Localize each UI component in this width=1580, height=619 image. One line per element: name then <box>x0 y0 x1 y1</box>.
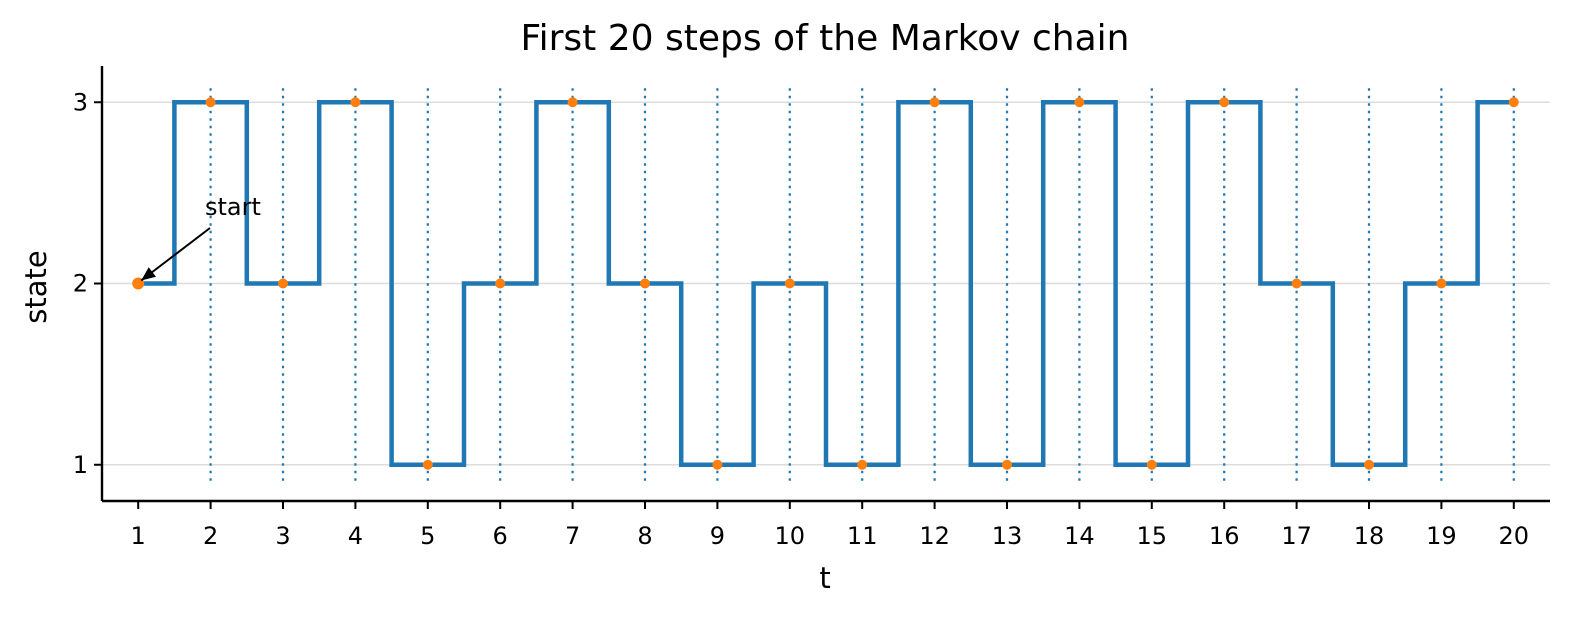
state-point-t-6 <box>495 278 506 289</box>
state-point-t-20 <box>1508 97 1519 108</box>
x-axis-label: t <box>819 561 830 595</box>
start-arrow <box>140 227 211 282</box>
state-point-t-4 <box>350 97 361 108</box>
x-tick-label-9: 9 <box>710 522 725 550</box>
x-tick-label-8: 8 <box>637 522 652 550</box>
x-tick-label-4: 4 <box>348 522 363 550</box>
x-tick-label-18: 18 <box>1354 522 1385 550</box>
state-point-t-18 <box>1364 459 1374 470</box>
y-axis-ticks: 1 2 3 <box>73 88 102 479</box>
chart-title: First 20 steps of the Markov chain <box>521 18 1130 59</box>
start-arrow-head <box>141 267 156 281</box>
state-point-t-12 <box>929 97 940 108</box>
state-point-t-16 <box>1219 97 1230 108</box>
y-tick-label-3: 3 <box>73 88 88 116</box>
state-point-t-5 <box>422 459 433 470</box>
state-point-t-8 <box>640 278 650 289</box>
x-tick-label-6: 6 <box>493 522 508 550</box>
state-point-t-3 <box>278 278 288 289</box>
x-tick-label-10: 10 <box>775 522 806 550</box>
state-point-t-19 <box>1436 278 1447 289</box>
x-tick-label-3: 3 <box>275 522 290 550</box>
y-tick-label-1: 1 <box>73 451 88 479</box>
x-tick-label-11: 11 <box>847 522 878 550</box>
vertical-guides <box>209 88 1515 485</box>
x-tick-label-1: 1 <box>131 522 146 550</box>
state-point-t-17 <box>1291 278 1302 289</box>
state-point-t-9 <box>712 459 723 470</box>
x-tick-label-20: 20 <box>1499 522 1530 550</box>
x-tick-label-5: 5 <box>420 522 435 550</box>
state-point-t-10 <box>784 278 795 289</box>
state-point-t-13 <box>1002 459 1012 470</box>
x-axis-ticks: 1 2 3 4 5 6 7 8 9 10 11 12 13 14 15 16 17 18 19 20 <box>131 501 1530 550</box>
x-tick-label-7: 7 <box>565 522 580 550</box>
start-annotation-text: start <box>205 193 261 221</box>
state-point-t-2 <box>205 97 216 108</box>
y-tick-label-2: 2 <box>73 270 88 298</box>
x-tick-label-17: 17 <box>1281 522 1312 550</box>
state-point-t-11 <box>857 459 868 470</box>
x-tick-label-19: 19 <box>1426 522 1457 550</box>
x-tick-label-16: 16 <box>1209 522 1240 550</box>
state-point-t-14 <box>1074 97 1085 108</box>
x-tick-label-15: 15 <box>1137 522 1168 550</box>
x-tick-label-13: 13 <box>992 522 1023 550</box>
state-point-t-15 <box>1146 459 1157 470</box>
start-annotation: start <box>140 193 261 282</box>
x-tick-label-2: 2 <box>203 522 218 550</box>
y-axis-label: state <box>19 250 53 323</box>
x-tick-label-12: 12 <box>919 522 950 550</box>
state-point-t-7 <box>567 97 578 108</box>
x-tick-label-14: 14 <box>1064 522 1095 550</box>
